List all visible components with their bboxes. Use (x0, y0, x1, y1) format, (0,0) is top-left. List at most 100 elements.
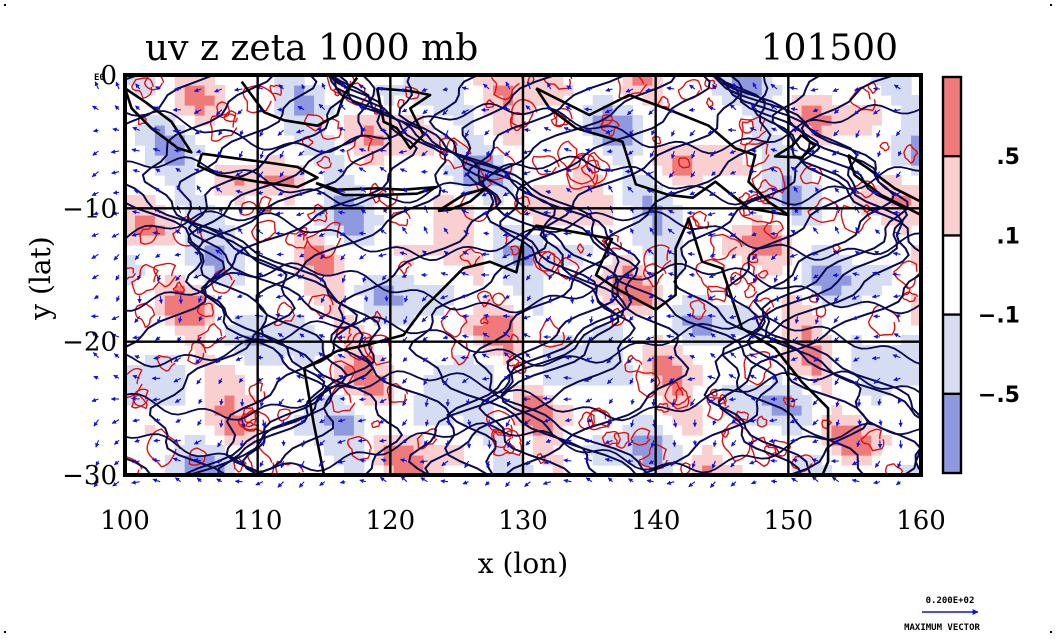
vorticity-cell (145, 355, 156, 366)
vorticity-cell (135, 215, 146, 226)
vorticity-cell (324, 265, 335, 276)
vorticity-cell (443, 85, 454, 96)
vorticity-cell (901, 85, 912, 96)
vorticity-cell (185, 95, 196, 106)
vorticity-cell (433, 235, 444, 246)
wind-vector (92, 172, 98, 177)
vorticity-cell (175, 365, 186, 376)
wind-vector (93, 151, 99, 155)
vorticity-cell (822, 275, 833, 286)
vorticity-cell (642, 365, 653, 376)
vorticity-cell (135, 135, 146, 146)
vorticity-cell (802, 315, 813, 326)
vorticity-cell (662, 435, 673, 446)
vorticity-cell (304, 335, 315, 346)
vorticity-cell (682, 425, 693, 436)
wind-vector (544, 212, 551, 213)
vorticity-cell (205, 395, 216, 406)
wind-vector (401, 476, 407, 481)
wind-vector (586, 88, 592, 89)
vorticity-cell (841, 105, 852, 116)
plot-area (51, 64, 957, 581)
vorticity-cell (603, 345, 614, 356)
vorticity-cell (523, 275, 534, 286)
vorticity-cell (652, 155, 663, 166)
vorticity-cell (165, 385, 176, 396)
vorticity-cell (175, 395, 186, 406)
wind-vector (710, 482, 715, 488)
vorticity-cell (662, 165, 673, 176)
corner-mark (4, 631, 6, 633)
vorticity-cell (831, 425, 842, 436)
vorticity-cell (205, 365, 216, 376)
vorticity-cell (812, 95, 823, 106)
vorticity-cell (692, 375, 703, 386)
wind-vector (564, 480, 572, 481)
wind-vector (728, 130, 736, 131)
vorticity-cell (583, 195, 594, 206)
vorticity-cell (185, 85, 196, 96)
vorticity-cell (314, 105, 325, 116)
vorticity-cell (672, 365, 683, 376)
vorticity-cell (493, 455, 504, 466)
wind-vector (832, 477, 839, 482)
wind-vector (175, 478, 180, 482)
wind-vector (484, 233, 490, 234)
wind-vector (94, 376, 99, 378)
x-tick-label: 120 (366, 506, 416, 536)
vorticity-cell (254, 345, 265, 356)
vorticity-cell (642, 235, 653, 246)
vorticity-cell (851, 435, 862, 446)
vorticity-cell (433, 215, 444, 226)
vorticity-cell (861, 125, 872, 136)
vorticity-cell (712, 155, 723, 166)
vorticity-cell (185, 435, 196, 446)
vorticity-cell (185, 105, 196, 116)
wind-vector (689, 110, 695, 111)
colorbar-swatch (943, 77, 961, 156)
vorticity-cell (414, 415, 425, 426)
vorticity-cell (215, 425, 226, 436)
vorticity-cell (871, 285, 882, 296)
vorticity-cell (603, 335, 614, 346)
wind-vector (874, 336, 880, 337)
vorticity-cell (632, 225, 643, 236)
vorticity-cell (652, 215, 663, 226)
vorticity-cell (185, 295, 196, 306)
wind-vector (874, 88, 880, 89)
vorticity-cell (394, 305, 405, 316)
vorticity-cell (802, 265, 813, 276)
vorticity-cell (225, 185, 236, 196)
vorticity-cell (145, 155, 156, 166)
vorticity-cell (533, 285, 544, 296)
vorticity-cell (344, 225, 355, 236)
vorticity-cell (334, 155, 345, 166)
x-tick-label: 110 (233, 506, 283, 536)
wind-vector (111, 151, 119, 152)
vorticity-cell (642, 345, 653, 356)
vorticity-cell (453, 225, 464, 236)
vorticity-cell (692, 365, 703, 376)
vorticity-cell (334, 435, 345, 446)
wind-vector (647, 480, 654, 481)
wind-vector (792, 478, 798, 482)
vorticity-cell (324, 135, 335, 146)
vorticity-cell (642, 415, 653, 426)
vorticity-cell (274, 165, 285, 176)
vorticity-cell (145, 215, 156, 226)
vorticity-cell (414, 455, 425, 466)
vorticity-cell (205, 385, 216, 396)
vorticity-cell (175, 195, 186, 206)
vorticity-cell (334, 445, 345, 456)
vorticity-cell (225, 375, 236, 386)
vorticity-cell (215, 95, 226, 106)
wind-vector (896, 482, 900, 485)
vorticity-cell (493, 325, 504, 336)
wind-vector (448, 420, 449, 425)
wind-vector (154, 440, 160, 441)
vorticity-cell (861, 365, 872, 376)
vector-key: 0.200E+02 MAXIMUM VECTOR (904, 596, 980, 633)
vorticity-cell (792, 355, 803, 366)
vorticity-cell (374, 215, 385, 226)
vorticity-cell (424, 405, 435, 416)
